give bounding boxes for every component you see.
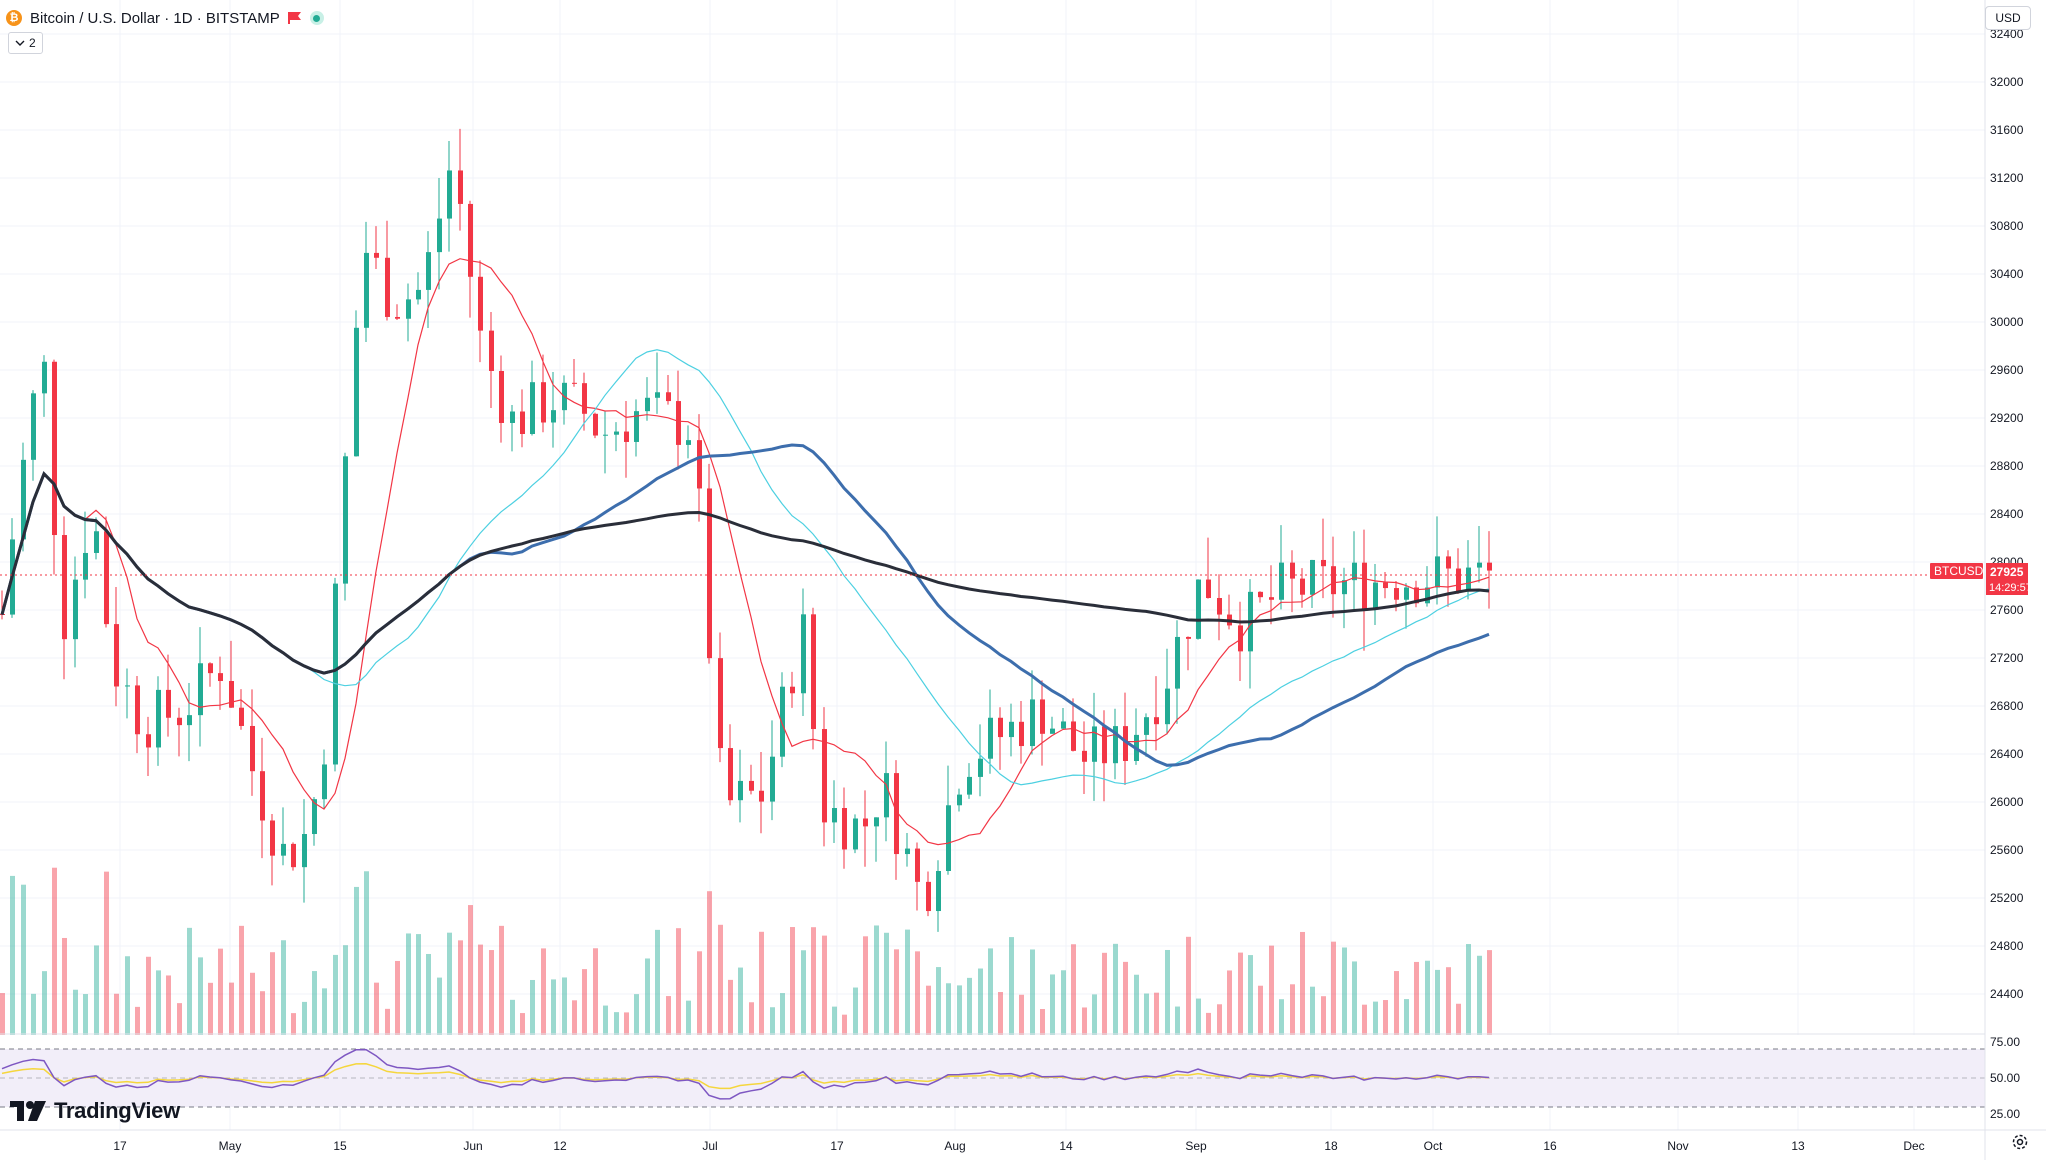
price-tick: 25600	[1990, 843, 2024, 857]
price-tick: 30800	[1990, 219, 2024, 233]
tradingview-logo[interactable]: TradingView	[10, 1098, 180, 1124]
price-tick: 26400	[1990, 747, 2024, 761]
countdown-text: 14:29:57	[1989, 582, 2032, 594]
price-tick: 26800	[1990, 699, 2024, 713]
symbol-tag-text: BTCUSD	[1934, 564, 1984, 578]
price-tick: 29600	[1990, 363, 2024, 377]
live-dot-icon	[309, 11, 324, 25]
time-tick: 17	[113, 1139, 127, 1153]
rsi-tick: 75.00	[1990, 1035, 2020, 1049]
time-tick: 18	[1324, 1139, 1338, 1153]
price-tick: 30400	[1990, 267, 2024, 281]
flag-icon[interactable]	[287, 12, 302, 24]
price-tick: 27200	[1990, 651, 2024, 665]
time-axis[interactable]: 17 May 15 Jun 12 Jul 17 Aug 14 Sep 18 Oc…	[113, 1139, 1924, 1153]
grid-lines	[0, 0, 1985, 1130]
time-tick: Jun	[463, 1139, 482, 1153]
time-tick: May	[219, 1139, 242, 1153]
price-tick: 32400	[1990, 27, 2024, 41]
time-tick: 15	[333, 1139, 347, 1153]
time-tick: Nov	[1667, 1139, 1688, 1153]
symbol-title[interactable]: Bitcoin / U.S. Dollar · 1D · BITSTAMP	[30, 9, 280, 27]
gear-icon[interactable]	[2010, 1132, 2030, 1152]
rsi-line	[1, 1048, 1490, 1100]
time-tick: 14	[1059, 1139, 1073, 1153]
rsi-pane	[0, 1033, 1985, 1108]
time-tick: 12	[553, 1139, 567, 1153]
price-tick: 31600	[1990, 123, 2024, 137]
candlesticks	[0, 128, 1492, 932]
rsi-tick: 50.00	[1990, 1071, 2020, 1085]
time-tick: Oct	[1424, 1139, 1443, 1153]
chevron-down-icon	[15, 40, 25, 46]
time-tick: 16	[1543, 1139, 1557, 1153]
last-price-label: BTCUSD 27925 14:29:57	[1930, 563, 2032, 595]
price-axis[interactable]: 32400 32000 31600 31200 30800 30400 3000…	[1990, 27, 2024, 1001]
price-tick: 27600	[1990, 603, 2024, 617]
price-tick: 24800	[1990, 939, 2024, 953]
rsi-tick: 25.00	[1990, 1107, 2020, 1121]
price-tick: 28800	[1990, 459, 2024, 473]
time-tick: Aug	[944, 1139, 965, 1153]
currency-selector[interactable]: USD	[1985, 6, 2031, 30]
price-tick: 28400	[1990, 507, 2024, 521]
price-tick: 25200	[1990, 891, 2024, 905]
brand-name: TradingView	[54, 1098, 180, 1123]
symbol-tag	[1930, 563, 1983, 579]
price-tag	[1986, 563, 2028, 595]
time-tick: Jul	[702, 1139, 717, 1153]
price-tick: 31200	[1990, 171, 2024, 185]
chart-header: ₿ Bitcoin / U.S. Dollar · 1D · BITSTAMP	[6, 6, 324, 30]
price-tick: 29200	[1990, 411, 2024, 425]
bitcoin-icon: ₿	[6, 10, 22, 26]
volume-bars	[0, 867, 1492, 1035]
price-tick: 26000	[1990, 795, 2024, 809]
price-tick: 30000	[1990, 315, 2024, 329]
rsi-axis: 75.00 50.00 25.00	[1990, 1035, 2020, 1121]
price-tick: 32000	[1990, 75, 2024, 89]
time-tick: Dec	[1903, 1139, 1924, 1153]
moving-averages	[0, 258, 1490, 846]
price-tick: 24400	[1990, 987, 2024, 1001]
time-tick: 17	[830, 1139, 844, 1153]
time-tick: 13	[1791, 1139, 1805, 1153]
indicator-count: 2	[29, 36, 36, 50]
tradingview-logo-icon	[10, 1101, 46, 1121]
indicators-toggle[interactable]: 2	[8, 32, 43, 54]
time-tick: Sep	[1185, 1139, 1207, 1153]
price-tag-text: 27925	[1990, 565, 2024, 579]
